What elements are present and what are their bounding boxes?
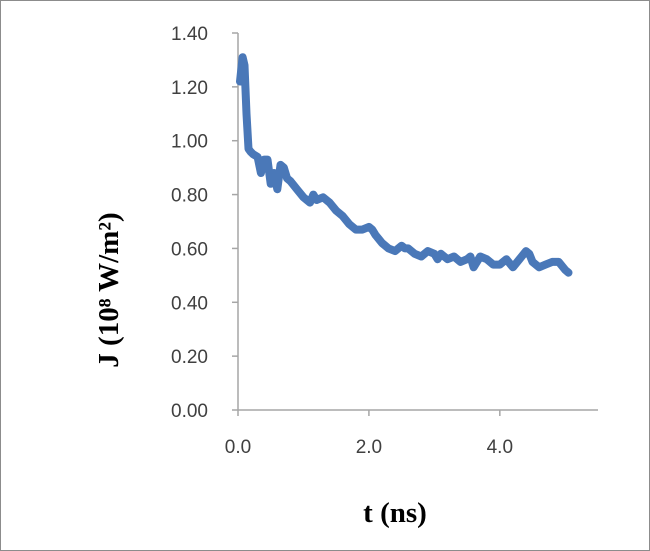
y-axis-title: J (10⁸ W/m²) xyxy=(93,212,125,367)
y-tick-labels: 0.00 0.20 0.40 0.60 0.80 1.00 1.20 1.40 xyxy=(171,24,238,422)
x-tick-labels: 0.0 2.0 4.0 xyxy=(225,410,513,458)
x-tick-label: 2.0 xyxy=(356,437,382,458)
x-tick-label: 4.0 xyxy=(487,437,513,458)
y-tick-label: 0.60 xyxy=(171,239,208,260)
series-group xyxy=(236,53,573,277)
y-tick-label: 1.00 xyxy=(171,132,208,153)
y-tick-label: 1.40 xyxy=(171,24,208,45)
y-tick-label: 0.80 xyxy=(171,186,208,207)
series-line xyxy=(236,53,573,277)
x-tick-label: 0.0 xyxy=(225,437,251,458)
y-tick-label: 0.20 xyxy=(171,347,208,368)
x-axis-title: t (ns) xyxy=(363,497,427,529)
y-tick-label: 0.00 xyxy=(171,401,208,422)
y-tick-label: 1.20 xyxy=(171,78,208,99)
y-tick-label: 0.40 xyxy=(171,293,208,314)
